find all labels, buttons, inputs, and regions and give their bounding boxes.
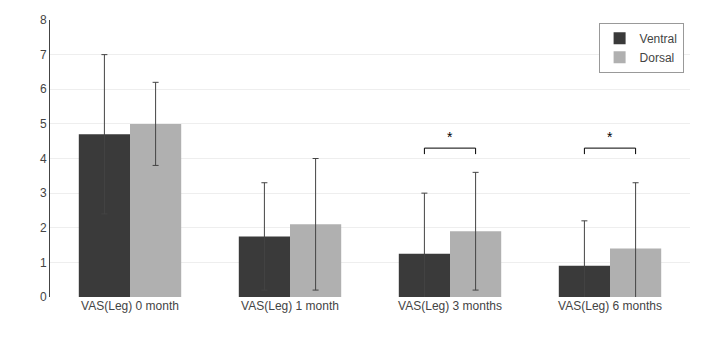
svg-text:3: 3 <box>40 186 47 200</box>
svg-text:*: * <box>607 129 613 145</box>
svg-text:VAS(Leg) 0 month: VAS(Leg) 0 month <box>81 299 179 313</box>
svg-text:VAS(Leg) 3 months: VAS(Leg) 3 months <box>398 299 502 313</box>
svg-text:8: 8 <box>40 13 47 27</box>
svg-text:*: * <box>447 129 453 145</box>
svg-text:VAS(Leg) 6 months: VAS(Leg) 6 months <box>558 299 662 313</box>
svg-text:5: 5 <box>40 117 47 131</box>
svg-text:4: 4 <box>40 152 47 166</box>
svg-text:Dorsal: Dorsal <box>640 51 675 65</box>
svg-text:6: 6 <box>40 82 47 96</box>
svg-text:7: 7 <box>40 48 47 62</box>
svg-text:0: 0 <box>40 290 47 304</box>
svg-text:VAS(Leg) 1 month: VAS(Leg) 1 month <box>241 299 339 313</box>
svg-text:2: 2 <box>40 221 47 235</box>
svg-text:1: 1 <box>40 256 47 270</box>
svg-text:Ventral: Ventral <box>640 32 677 46</box>
